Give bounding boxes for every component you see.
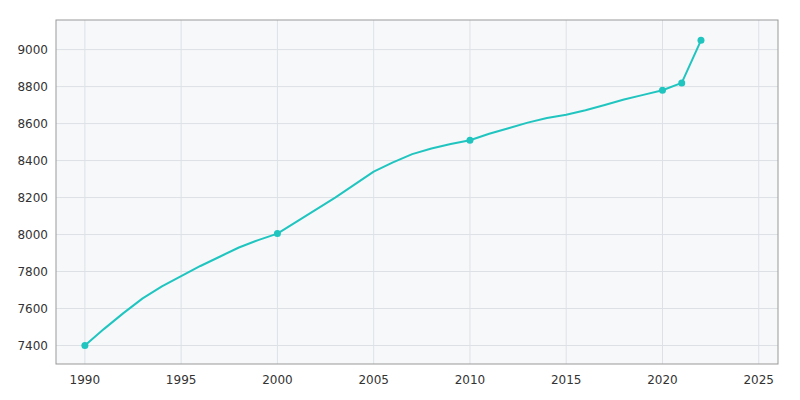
x-tick-label: 2025	[743, 373, 774, 387]
grid-line	[56, 308, 778, 309]
grid-line	[277, 20, 278, 364]
grid-line	[56, 271, 778, 272]
grid-line	[56, 49, 778, 50]
grid-line	[662, 20, 663, 364]
y-tick-label: 7600	[17, 302, 48, 316]
y-tick-label: 8000	[17, 228, 48, 242]
marker	[274, 230, 281, 237]
y-tick-label: 8600	[17, 117, 48, 131]
grid-line	[373, 20, 374, 364]
x-tick-label: 2015	[551, 373, 582, 387]
line	[85, 40, 701, 345]
marker	[81, 342, 88, 349]
x-tick-label: 2005	[358, 373, 389, 387]
data	[81, 37, 704, 349]
grid-line	[56, 197, 778, 198]
y-tick-label: 7800	[17, 265, 48, 279]
grid-line	[56, 160, 778, 161]
grid-line	[469, 20, 470, 364]
plot-area	[56, 20, 778, 364]
marker	[659, 87, 666, 94]
grid-line	[56, 234, 778, 235]
y-tick-label: 9000	[17, 43, 48, 57]
grid-line	[566, 20, 567, 364]
grid	[56, 20, 778, 364]
x-tick-label: 2010	[455, 373, 486, 387]
plot-frame	[56, 20, 778, 364]
y-tick-label: 8800	[17, 80, 48, 94]
grid-line	[84, 20, 85, 364]
y-tick-label: 7400	[17, 339, 48, 353]
x-tick-label: 1990	[70, 373, 101, 387]
marker	[678, 79, 685, 86]
grid-line	[56, 123, 778, 124]
marker	[697, 37, 704, 44]
y-tick-label: 8200	[17, 191, 48, 205]
x-tick-label: 1995	[166, 373, 197, 387]
x-tick-label: 2020	[647, 373, 678, 387]
marker	[466, 137, 473, 144]
grid-line	[181, 20, 182, 364]
y-tick-label: 8400	[17, 154, 48, 168]
grid-line	[56, 345, 778, 346]
chart: 1990 1995 2000 2005 2010 2015 2020 2025 7400 7600…	[0, 0, 800, 400]
grid-line	[758, 20, 759, 364]
axes: 1990 1995 2000 2005 2010 2015 2020 2025 7400 7600…	[17, 20, 778, 387]
x-tick-label: 2000	[262, 373, 293, 387]
